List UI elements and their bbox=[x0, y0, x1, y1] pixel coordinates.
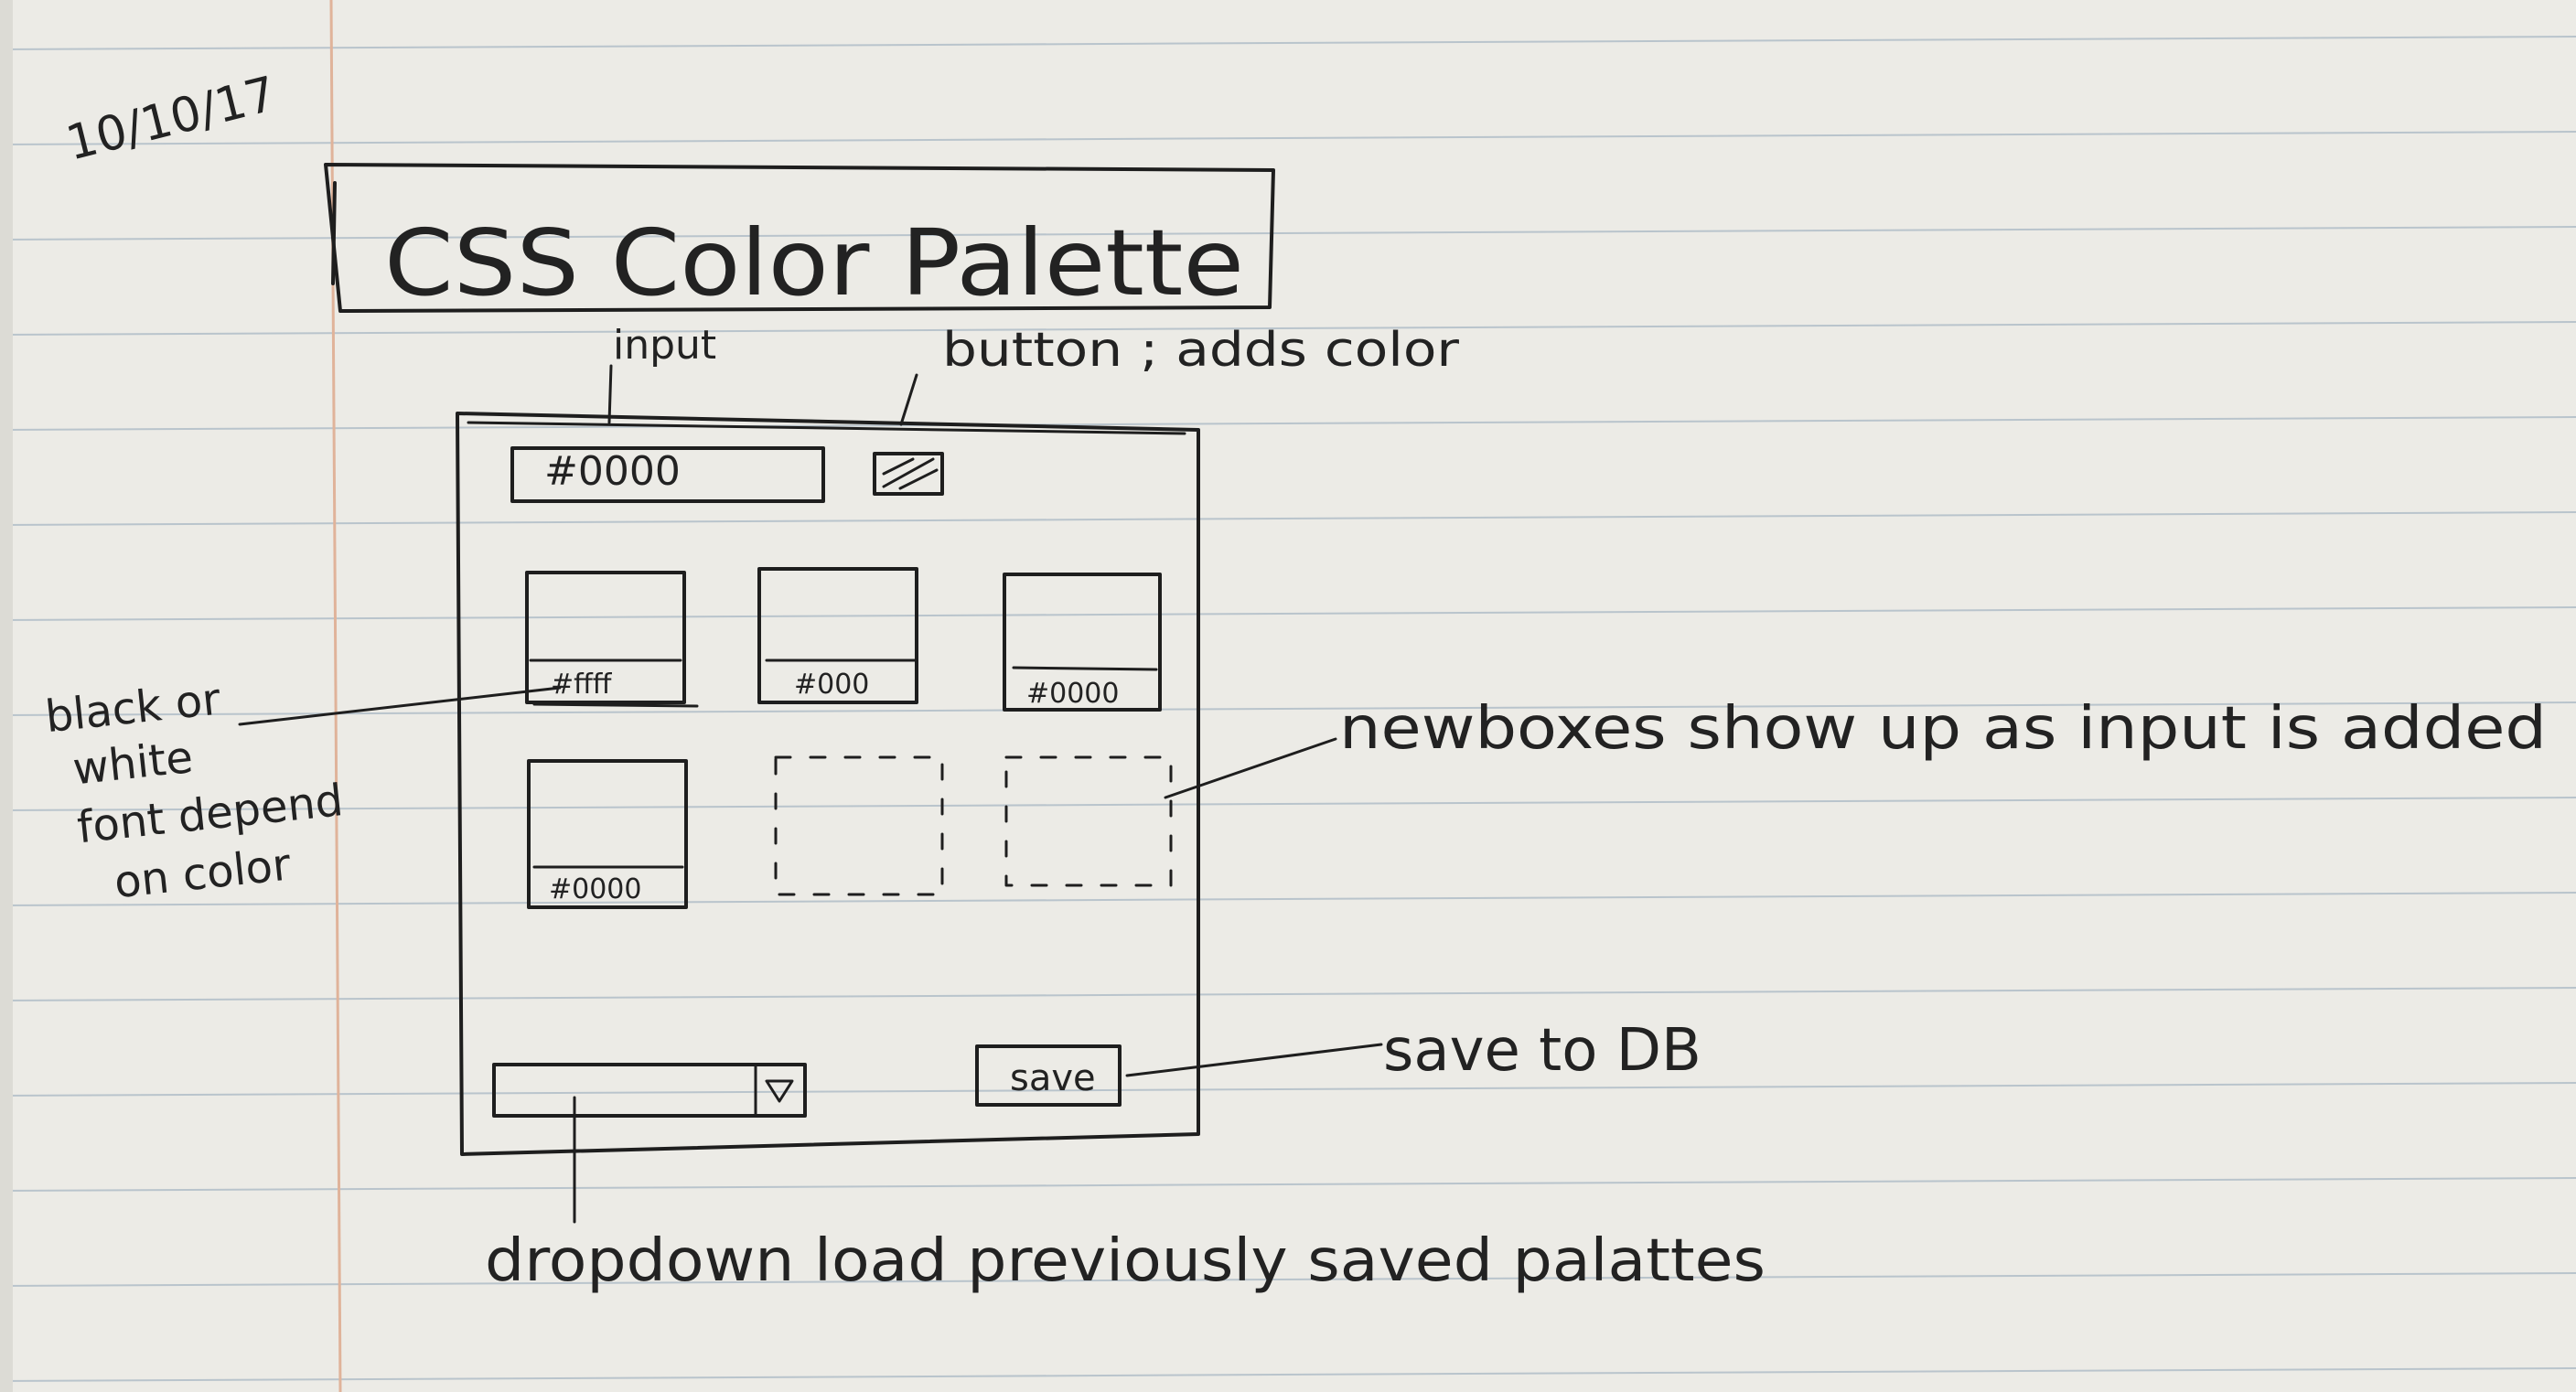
rule-line bbox=[0, 1177, 2576, 1192]
hex-input[interactable]: #0000 bbox=[510, 446, 825, 503]
swatch-label: #000 bbox=[794, 669, 869, 701]
placeholder-swatch bbox=[774, 755, 944, 896]
app-frame bbox=[456, 412, 1200, 1156]
rule-line bbox=[0, 701, 2576, 716]
swatch-label: #0000 bbox=[549, 873, 641, 905]
page-edge bbox=[0, 0, 13, 1392]
ruled-lines bbox=[0, 36, 2576, 1382]
button-callout: button ; adds color bbox=[942, 323, 1460, 378]
chevron-down-icon bbox=[765, 1079, 794, 1103]
rule-line bbox=[0, 511, 2576, 526]
rule-line bbox=[0, 892, 2576, 906]
rule-line bbox=[0, 226, 2576, 241]
rule-line bbox=[0, 416, 2576, 431]
rule-line bbox=[0, 606, 2576, 621]
rule-line bbox=[0, 36, 2576, 50]
swatch-4[interactable]: #0000 bbox=[527, 759, 688, 909]
dropdown-callout: dropdown load previously saved palattes bbox=[485, 1227, 1766, 1295]
font-note-line: black or bbox=[43, 673, 223, 743]
palette-dropdown[interactable] bbox=[492, 1063, 807, 1118]
save-callout: save to DB bbox=[1383, 1017, 1701, 1085]
font-note-line: white bbox=[70, 732, 196, 795]
add-color-button[interactable] bbox=[873, 452, 944, 496]
new-boxes-note: newboxes show up as input is added bbox=[1339, 695, 2547, 763]
hex-input-value: #0000 bbox=[544, 448, 681, 495]
title-box bbox=[324, 163, 1275, 313]
input-callout: input bbox=[613, 322, 716, 369]
save-button[interactable]: save bbox=[975, 1044, 1122, 1107]
swatch-1[interactable]: #ffff bbox=[525, 571, 699, 708]
app-title: CSS Color Palette bbox=[384, 209, 1244, 316]
rule-line bbox=[0, 1272, 2576, 1287]
swatch-label: #0000 bbox=[1026, 678, 1119, 710]
swatch-label: #ffff bbox=[551, 669, 613, 701]
rule-line bbox=[0, 987, 2576, 1001]
placeholder-swatch bbox=[1004, 755, 1173, 887]
rule-line bbox=[0, 1367, 2576, 1382]
font-color-note: black or white font depend on color bbox=[43, 673, 346, 908]
save-button-label: save bbox=[1010, 1057, 1096, 1099]
date-note: 10/10/17 bbox=[61, 67, 282, 172]
swatch-fill-icon bbox=[882, 457, 939, 490]
rule-line bbox=[0, 797, 2576, 811]
rule-line bbox=[0, 1082, 2576, 1097]
rule-line bbox=[0, 131, 2576, 145]
swatch-3[interactable]: #0000 bbox=[1003, 573, 1162, 712]
swatch-2[interactable]: #000 bbox=[757, 567, 918, 704]
rule-line bbox=[0, 321, 2576, 336]
font-note-line: on color bbox=[112, 839, 293, 908]
